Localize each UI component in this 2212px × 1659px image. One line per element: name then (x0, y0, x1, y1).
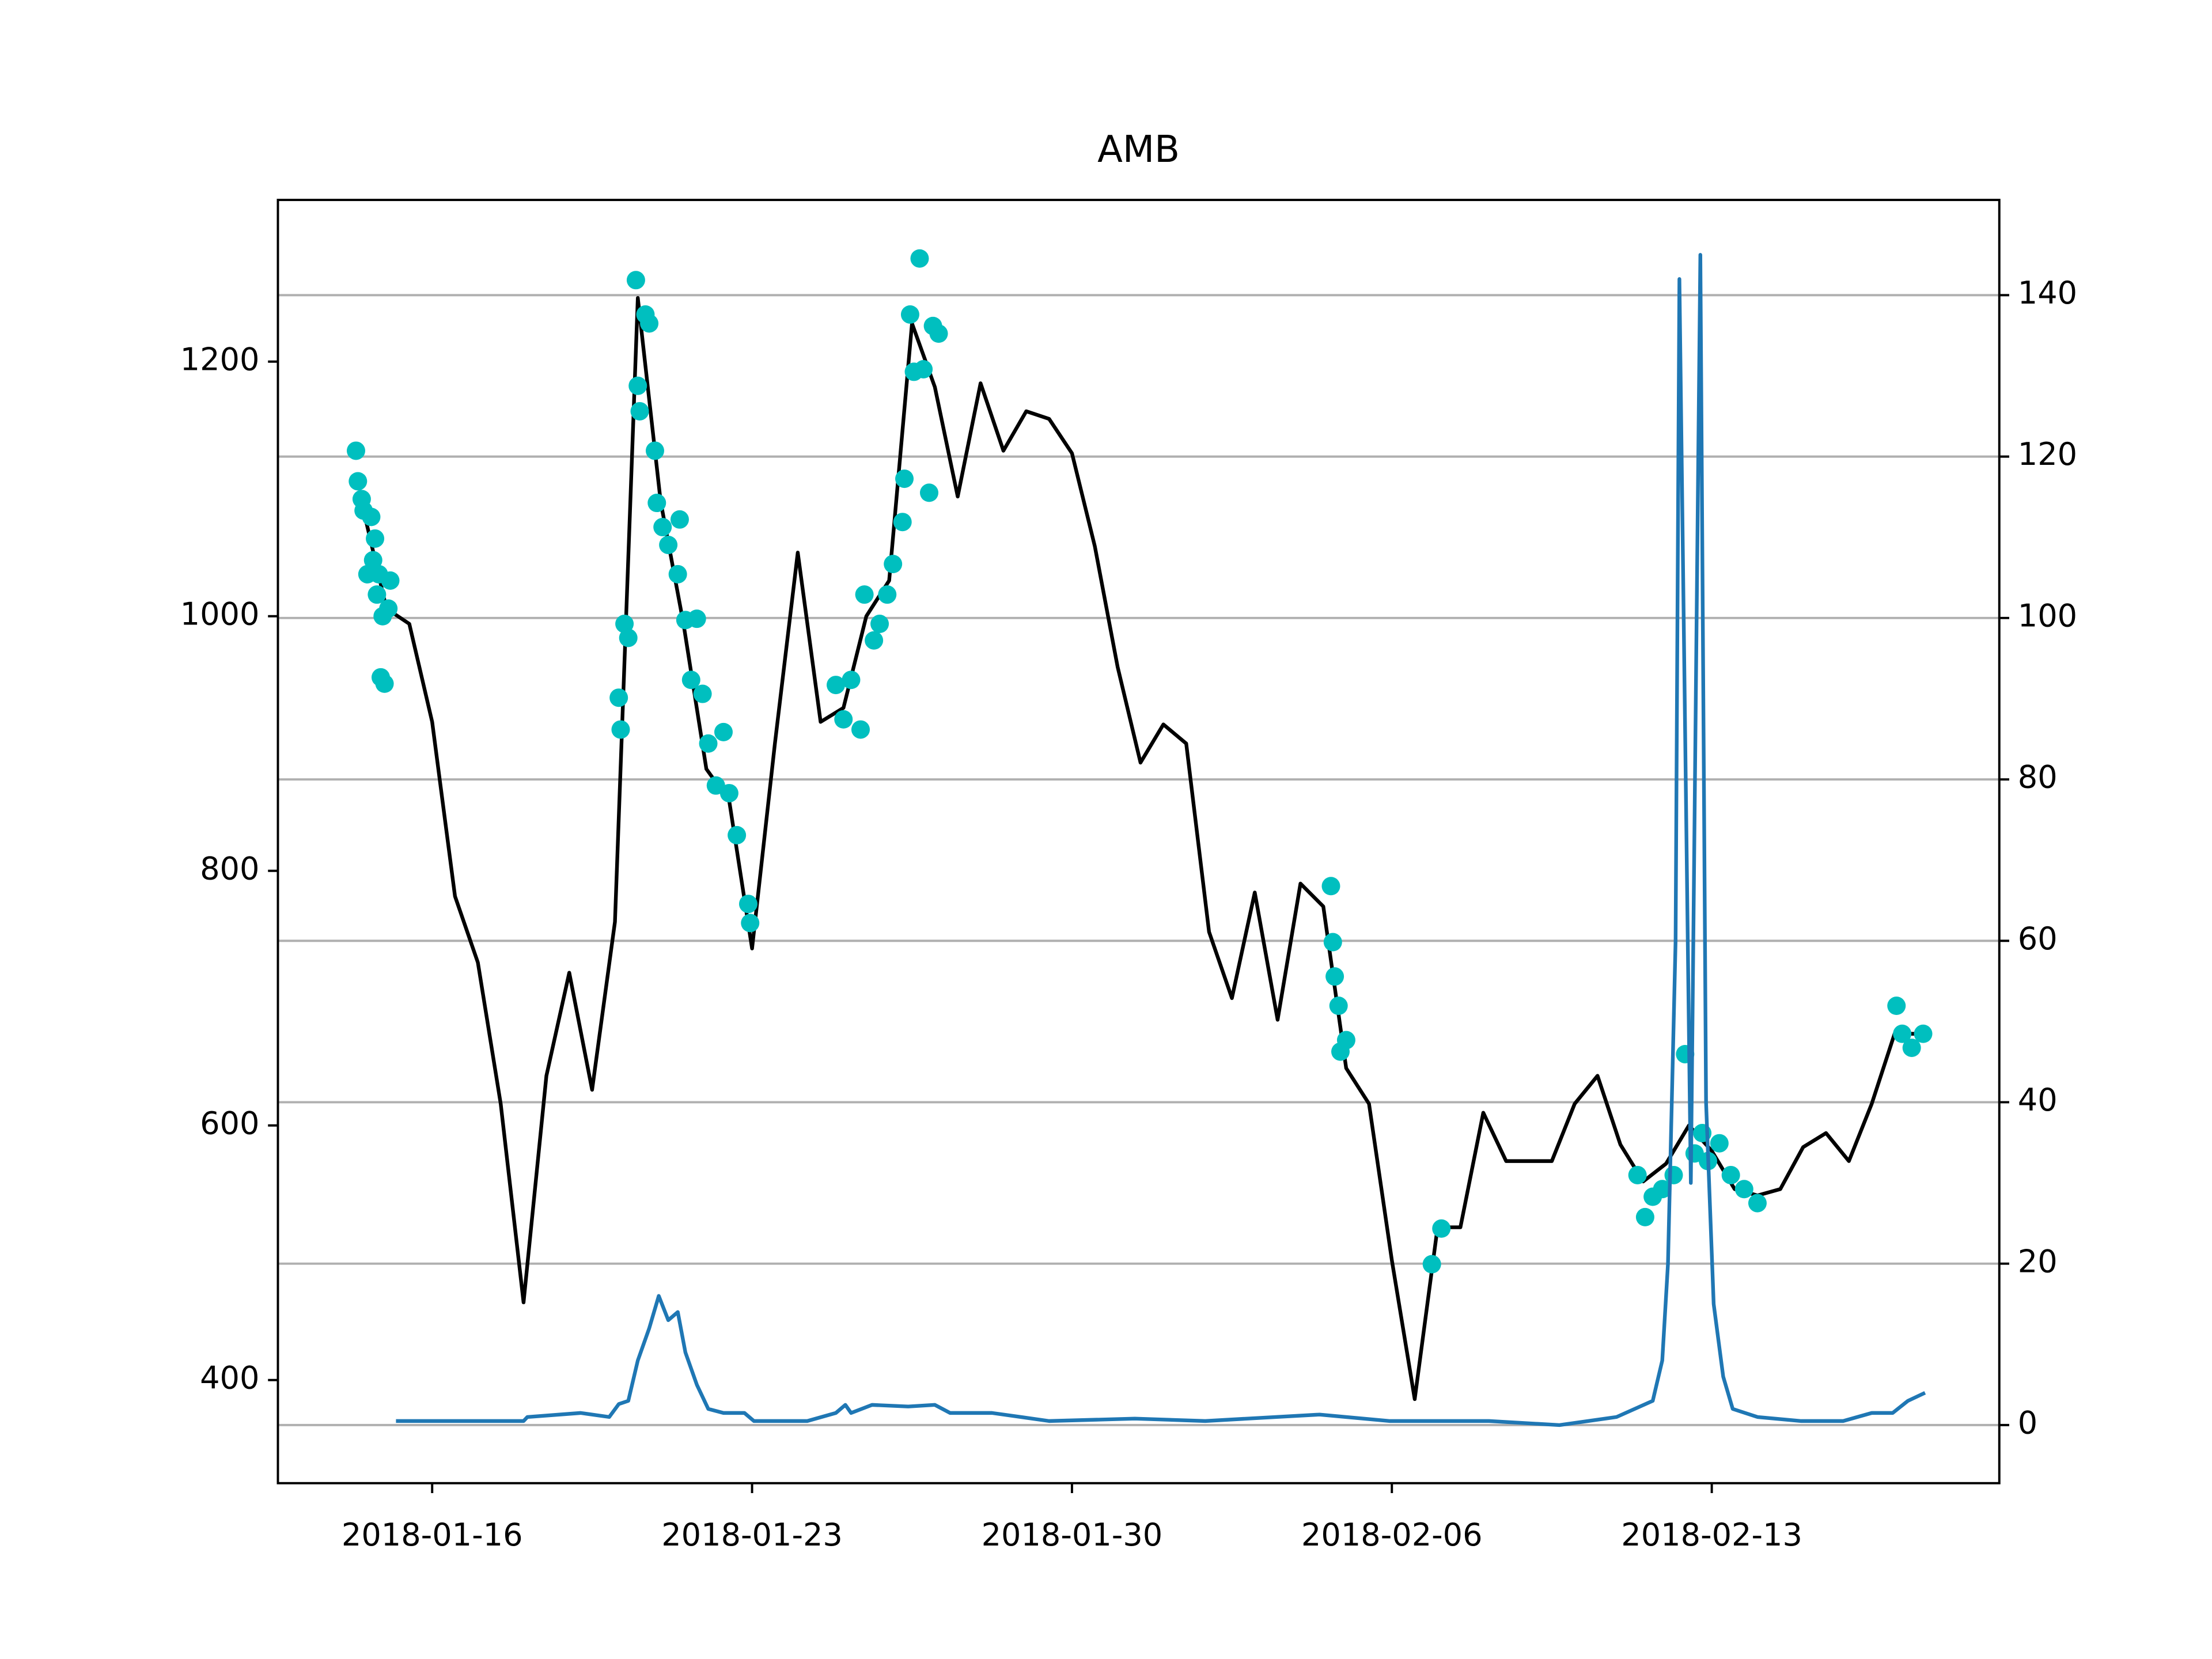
x-tick-label: 2018-01-16 (342, 1517, 523, 1553)
data-point (693, 684, 712, 703)
data-point (687, 609, 706, 628)
data-point (653, 518, 672, 537)
y-tick-label: 600 (200, 1105, 259, 1141)
data-point (640, 314, 659, 333)
data-point (615, 615, 634, 634)
data-point (381, 571, 400, 590)
data-point (893, 513, 912, 532)
data-point (670, 510, 689, 529)
data-point (1653, 1180, 1672, 1199)
x-tick-label: 2018-01-30 (982, 1517, 1163, 1553)
data-point (645, 441, 664, 460)
data-point (368, 585, 387, 604)
axes-frame (276, 199, 2001, 1484)
y2-tick-label: 60 (2018, 921, 2058, 957)
y2-tick-label: 0 (2018, 1405, 2037, 1441)
data-point (1721, 1165, 1740, 1184)
data-point (628, 376, 647, 395)
data-point (1329, 997, 1348, 1016)
data-point (870, 615, 889, 634)
data-point (1321, 877, 1340, 896)
data-point (349, 472, 368, 491)
data-point (1902, 1038, 1921, 1057)
data-line (362, 296, 1918, 1402)
data-point (1422, 1255, 1441, 1274)
data-point (681, 671, 700, 690)
data-point (659, 535, 678, 554)
data-point (914, 360, 933, 379)
grid (278, 294, 1999, 1426)
data-point (619, 628, 638, 647)
data-point (647, 494, 666, 513)
data-point (611, 720, 630, 739)
data-point (626, 271, 645, 290)
data-point (1893, 1024, 1912, 1043)
plot-area (346, 249, 1933, 1427)
data-point (714, 722, 733, 741)
data-point (855, 585, 874, 604)
x-tick-label: 2018-01-23 (661, 1517, 843, 1553)
data-point (699, 734, 718, 753)
data-point (1336, 1031, 1355, 1050)
data-point (1734, 1180, 1753, 1199)
data-point (706, 776, 725, 795)
data-point (884, 555, 903, 574)
data-point (1325, 967, 1344, 986)
y-tick-label: 400 (200, 1359, 259, 1396)
data-point (738, 895, 757, 914)
y2-tick-label: 120 (2018, 436, 2077, 472)
data-point (910, 249, 929, 268)
data-point (366, 529, 385, 548)
data-point (1664, 1165, 1683, 1184)
data-point (1635, 1207, 1654, 1226)
data-point (1710, 1134, 1729, 1153)
data-point (919, 483, 938, 502)
data-point (878, 585, 897, 604)
data-point (834, 710, 853, 729)
data-point (375, 674, 394, 693)
data-point (346, 441, 365, 460)
y2-tick-label: 100 (2018, 597, 2077, 634)
y2-tick-label: 20 (2018, 1243, 2058, 1279)
data-point (827, 676, 846, 695)
y2-tick-label: 40 (2018, 1082, 2058, 1118)
y2-tick-label: 140 (2018, 275, 2077, 311)
data-line (396, 253, 1926, 1427)
data-point (851, 720, 870, 739)
data-point (719, 783, 738, 802)
data-point (865, 631, 884, 650)
chart-title: AMB (1097, 128, 1180, 171)
y2-tick-label: 80 (2018, 759, 2058, 796)
data-point (1432, 1219, 1451, 1238)
data-point (363, 551, 382, 570)
axes: 400 600 800 1000 1200 0 20 40 60 80 100 120 140 2018-… (180, 275, 2077, 1553)
data-point (609, 688, 628, 707)
data-point (668, 565, 687, 584)
data-point (1887, 997, 1906, 1016)
data-point (362, 507, 381, 527)
data-point (900, 305, 919, 324)
y-tick-label: 1000 (180, 596, 260, 632)
data-point (842, 671, 861, 690)
data-point (1323, 933, 1342, 952)
y-tick-label: 1200 (180, 341, 260, 377)
x-tick-label: 2018-02-06 (1301, 1517, 1483, 1553)
data-point (929, 324, 948, 343)
data-point (728, 825, 747, 844)
x-tick-label: 2018-02-13 (1621, 1517, 1802, 1553)
data-point (895, 469, 914, 488)
y-tick-label: 800 (200, 850, 259, 887)
data-point (1748, 1194, 1767, 1213)
data-point (1628, 1165, 1647, 1184)
data-point (741, 914, 760, 933)
data-point (1914, 1024, 1933, 1043)
data-point (379, 599, 398, 618)
data-point (630, 402, 649, 421)
